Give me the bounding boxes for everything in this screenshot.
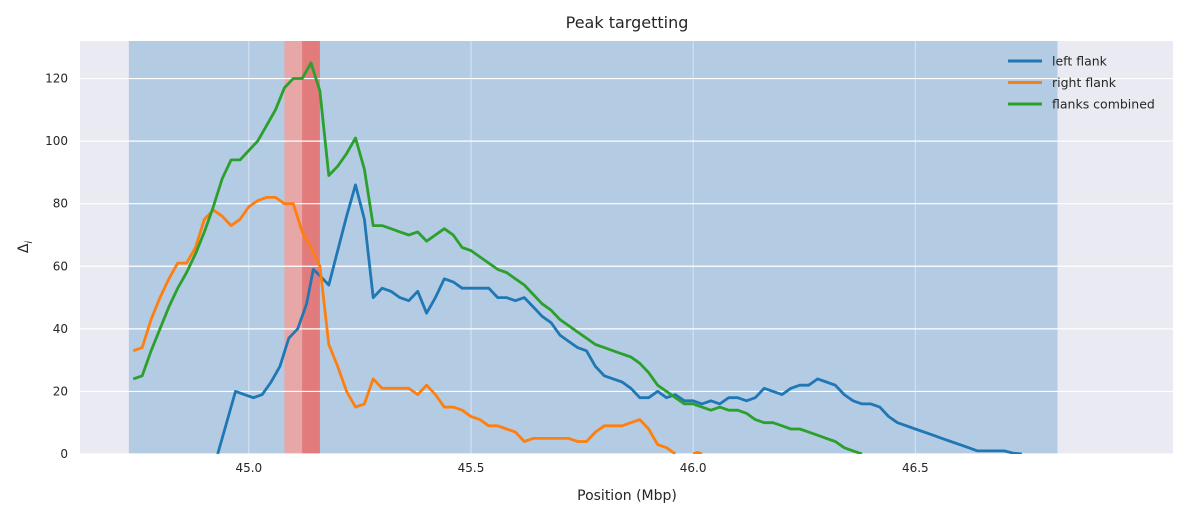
y-axis-label: Δi xyxy=(16,241,35,254)
y-tick-label: 100 xyxy=(45,134,68,148)
x-tick-label: 46.5 xyxy=(902,461,929,475)
analysis-window-region xyxy=(128,41,1058,454)
legend: left flank right flank flanks combined xyxy=(1008,54,1155,112)
x-tick-label: 45.0 xyxy=(235,461,262,475)
y-axis-ticks: 0 20 40 60 80 100 120 xyxy=(45,72,68,461)
y-axis-label-subscript: i xyxy=(24,241,35,244)
x-tick-label: 45.5 xyxy=(458,461,485,475)
series-line-left-flank xyxy=(216,183,1023,454)
legend-label-left-flank: left flank xyxy=(1052,54,1108,69)
y-tick-label: 40 xyxy=(53,322,68,336)
x-tick-label: 46.0 xyxy=(680,461,707,475)
series-lines xyxy=(132,61,1023,454)
legend-label-right-flank: right flank xyxy=(1052,75,1117,90)
y-axis-label-main: Δ xyxy=(16,243,32,253)
gridlines xyxy=(80,41,1173,455)
series-line-flanks-combined xyxy=(132,61,863,454)
chart-title: Peak targetting xyxy=(566,13,689,32)
y-tick-label: 0 xyxy=(60,447,68,461)
x-axis-label: Position (Mbp) xyxy=(577,488,677,504)
series-line-right-flank-tail xyxy=(692,450,703,454)
y-tick-label: 20 xyxy=(53,384,68,398)
highlight-regions xyxy=(128,41,1058,454)
legend-label-flanks-combined: flanks combined xyxy=(1052,97,1155,112)
y-tick-label: 60 xyxy=(53,259,68,273)
series-line-right-flank xyxy=(132,196,677,454)
y-tick-label: 120 xyxy=(45,72,68,86)
x-axis-ticks: 45.0 45.5 46.0 46.5 xyxy=(235,461,928,475)
y-tick-label: 80 xyxy=(53,197,68,211)
